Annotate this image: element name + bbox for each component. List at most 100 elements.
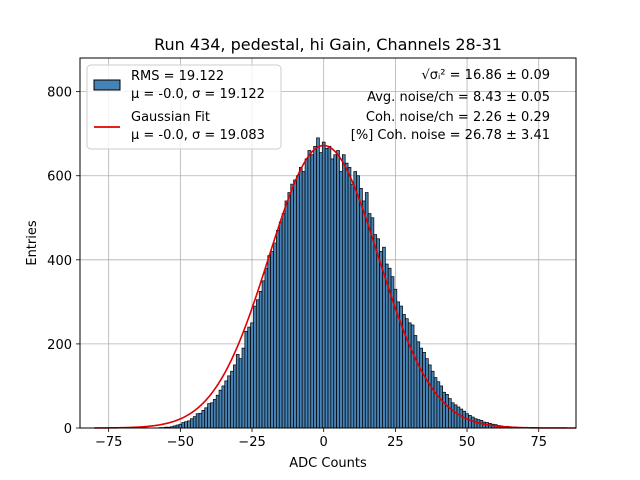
x-tick-label: 50 [459,435,476,450]
histogram-bar [276,230,280,429]
histogram-bar [247,326,251,429]
histogram-bar [453,404,458,429]
histogram-bar [333,154,337,429]
histogram-bar [201,409,206,429]
histogram-bar [264,267,269,429]
histogram-bar [459,408,464,429]
histogram-bar [184,421,188,429]
x-tick-label: 75 [530,435,547,450]
y-tick-label: 400 [47,254,72,269]
histogram-bar [413,335,418,429]
histogram-bar [267,255,272,429]
histogram-bar [178,423,183,429]
histogram-bar [339,171,343,429]
histogram-bar [448,398,452,429]
x-tick-label: −25 [238,435,265,450]
histogram-bar [298,166,303,429]
histogram-bar [241,347,246,429]
histogram-bar [233,364,237,429]
histogram-bar [290,183,294,429]
legend-histogram-label: RMS = 19.122 [131,69,224,84]
histogram-bar [433,377,438,429]
histogram-bar [473,418,478,429]
histogram-bar [187,420,191,429]
histogram-bar [301,171,306,429]
chart-title: Run 434, pedestal, hi Gain, Channels 28-… [154,35,502,54]
histogram-bar [310,154,315,429]
histogram-bar [195,413,200,429]
histogram-bar [341,154,346,429]
annotation-coherent-noise: Coh. noise/ch = 2.26 ± 0.29 [366,110,550,125]
histogram-bar [207,403,211,429]
histogram-bar [181,422,185,429]
histogram-bar [359,187,363,429]
histogram-bar [198,412,203,429]
histogram-bar [307,150,312,429]
histogram-bar [471,416,475,429]
noise-annotations: √σᵢ² = 16.86 ± 0.09 Avg. noise/ch = 8.43… [351,68,550,143]
histogram-bar [410,324,415,429]
legend-box [86,64,282,150]
histogram-bar [344,162,349,429]
histogram-bar [296,175,300,429]
legend: RMS = 19.122 μ = -0.0, σ = 19.122 Gaussi… [86,64,282,150]
histogram-bar [270,251,274,429]
histogram-bar [350,183,355,429]
y-tick-label: 600 [47,170,72,185]
histogram-bar [439,385,444,429]
histogram-bar [376,238,380,429]
histogram-bar [430,370,435,429]
y-axis-ticks: 0 200 400 600 800 [47,86,80,437]
histogram-bar [356,175,360,429]
legend-fit-stats: μ = -0.0, σ = 19.083 [131,128,265,143]
histogram-bar [407,322,412,429]
histogram-bar [190,418,194,429]
histogram-bar [215,394,220,429]
plot-frame [79,57,577,429]
histogram-bar [367,213,372,429]
histogram-bar [373,234,378,429]
legend-histogram-stats: μ = -0.0, σ = 19.122 [131,87,265,102]
histogram-bar [456,406,461,429]
legend-fit-label: Gaussian Fit [131,110,210,125]
y-axis-label: Entries [25,220,40,266]
histogram-bar [244,330,249,429]
histogram-bar [293,179,297,429]
histogram-bar [287,192,292,429]
histogram-bar [419,347,423,429]
histogram-bar [422,351,426,429]
y-tick-label: 0 [64,422,72,437]
histogram-bar [364,192,369,429]
histogram-bar [313,145,317,429]
histogram-bar [450,402,455,429]
histogram-bar [261,280,266,429]
legend-histogram-swatch [93,79,121,91]
histogram-bar [230,370,234,429]
histogram-bar [442,391,446,429]
histogram-bar [416,341,421,429]
histogram-bar [281,213,286,429]
histogram-bar [465,413,469,429]
histogram-bar [224,380,229,429]
histogram-bar [212,399,217,429]
histogram-bar [238,358,243,429]
histogram-bar [258,291,263,429]
y-tick-label: 800 [47,86,72,101]
annotation-coherent-noise-percent: [%] Coh. noise = 26.78 ± 3.41 [351,128,550,143]
x-tick-label: 0 [320,435,328,450]
histogram-bar [253,305,257,429]
histogram-bar [425,358,429,429]
histogram-bar [370,217,375,429]
histogram-bar [255,299,260,429]
x-tick-label: 25 [387,435,404,450]
histogram-bar [284,200,289,429]
histogram-bar [204,407,208,429]
histogram-bar [221,385,226,429]
histogram-bar [278,221,283,429]
histogram-bar [210,402,214,429]
histogram-bar [436,381,441,429]
histogram-bar [227,375,231,429]
histogram-bar [330,158,335,429]
histogram-bar [250,322,254,429]
histogram-bar [468,415,472,429]
